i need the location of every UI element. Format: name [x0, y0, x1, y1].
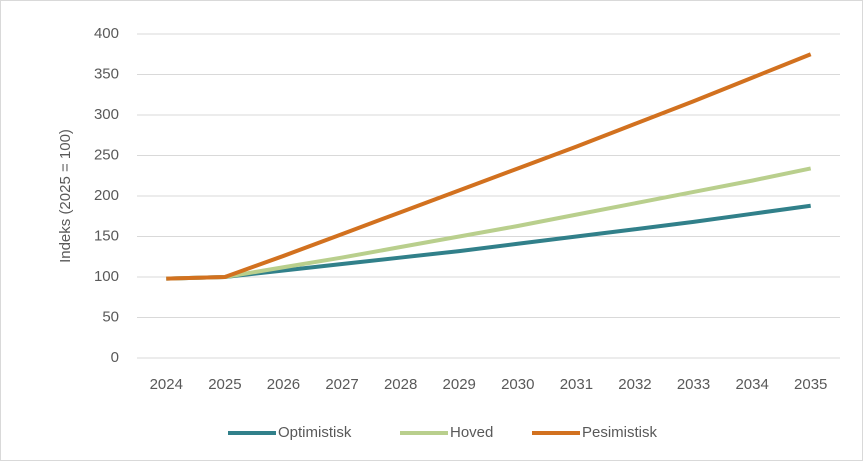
x-tick-label: 2030: [501, 376, 534, 393]
x-tick-label: 2026: [267, 376, 300, 393]
y-tick-label: 0: [111, 349, 119, 366]
y-tick-label: 300: [94, 106, 119, 123]
x-tick-label: 2025: [208, 376, 241, 393]
x-tick-label: 2024: [150, 376, 183, 393]
y-tick-label: 50: [102, 308, 119, 325]
x-tick-label: 2031: [560, 376, 593, 393]
y-tick-label: 400: [94, 25, 119, 42]
legend-label: Optimistisk: [278, 424, 352, 441]
y-tick-label: 350: [94, 65, 119, 82]
x-tick-label: 2032: [618, 376, 651, 393]
line-series: [166, 166, 812, 281]
y-axis-label: Indeks (2025 = 100): [57, 129, 74, 263]
y-tick-label: 250: [94, 146, 119, 163]
x-tick-label: 2035: [794, 376, 827, 393]
y-tick-label: 150: [94, 227, 119, 244]
x-tick-label: 2028: [384, 376, 417, 393]
y-tick-label: 100: [94, 268, 119, 285]
y-tick-label: 200: [94, 187, 119, 204]
x-tick-label: 2027: [325, 376, 358, 393]
x-tick-label: 2033: [677, 376, 710, 393]
line-series: [166, 203, 811, 281]
line-series: [166, 52, 812, 281]
legend-label: Pesimistisk: [582, 424, 658, 441]
x-tick-label: 2029: [443, 376, 476, 393]
x-tick-label: 2034: [735, 376, 768, 393]
legend-label: Hoved: [450, 424, 493, 441]
